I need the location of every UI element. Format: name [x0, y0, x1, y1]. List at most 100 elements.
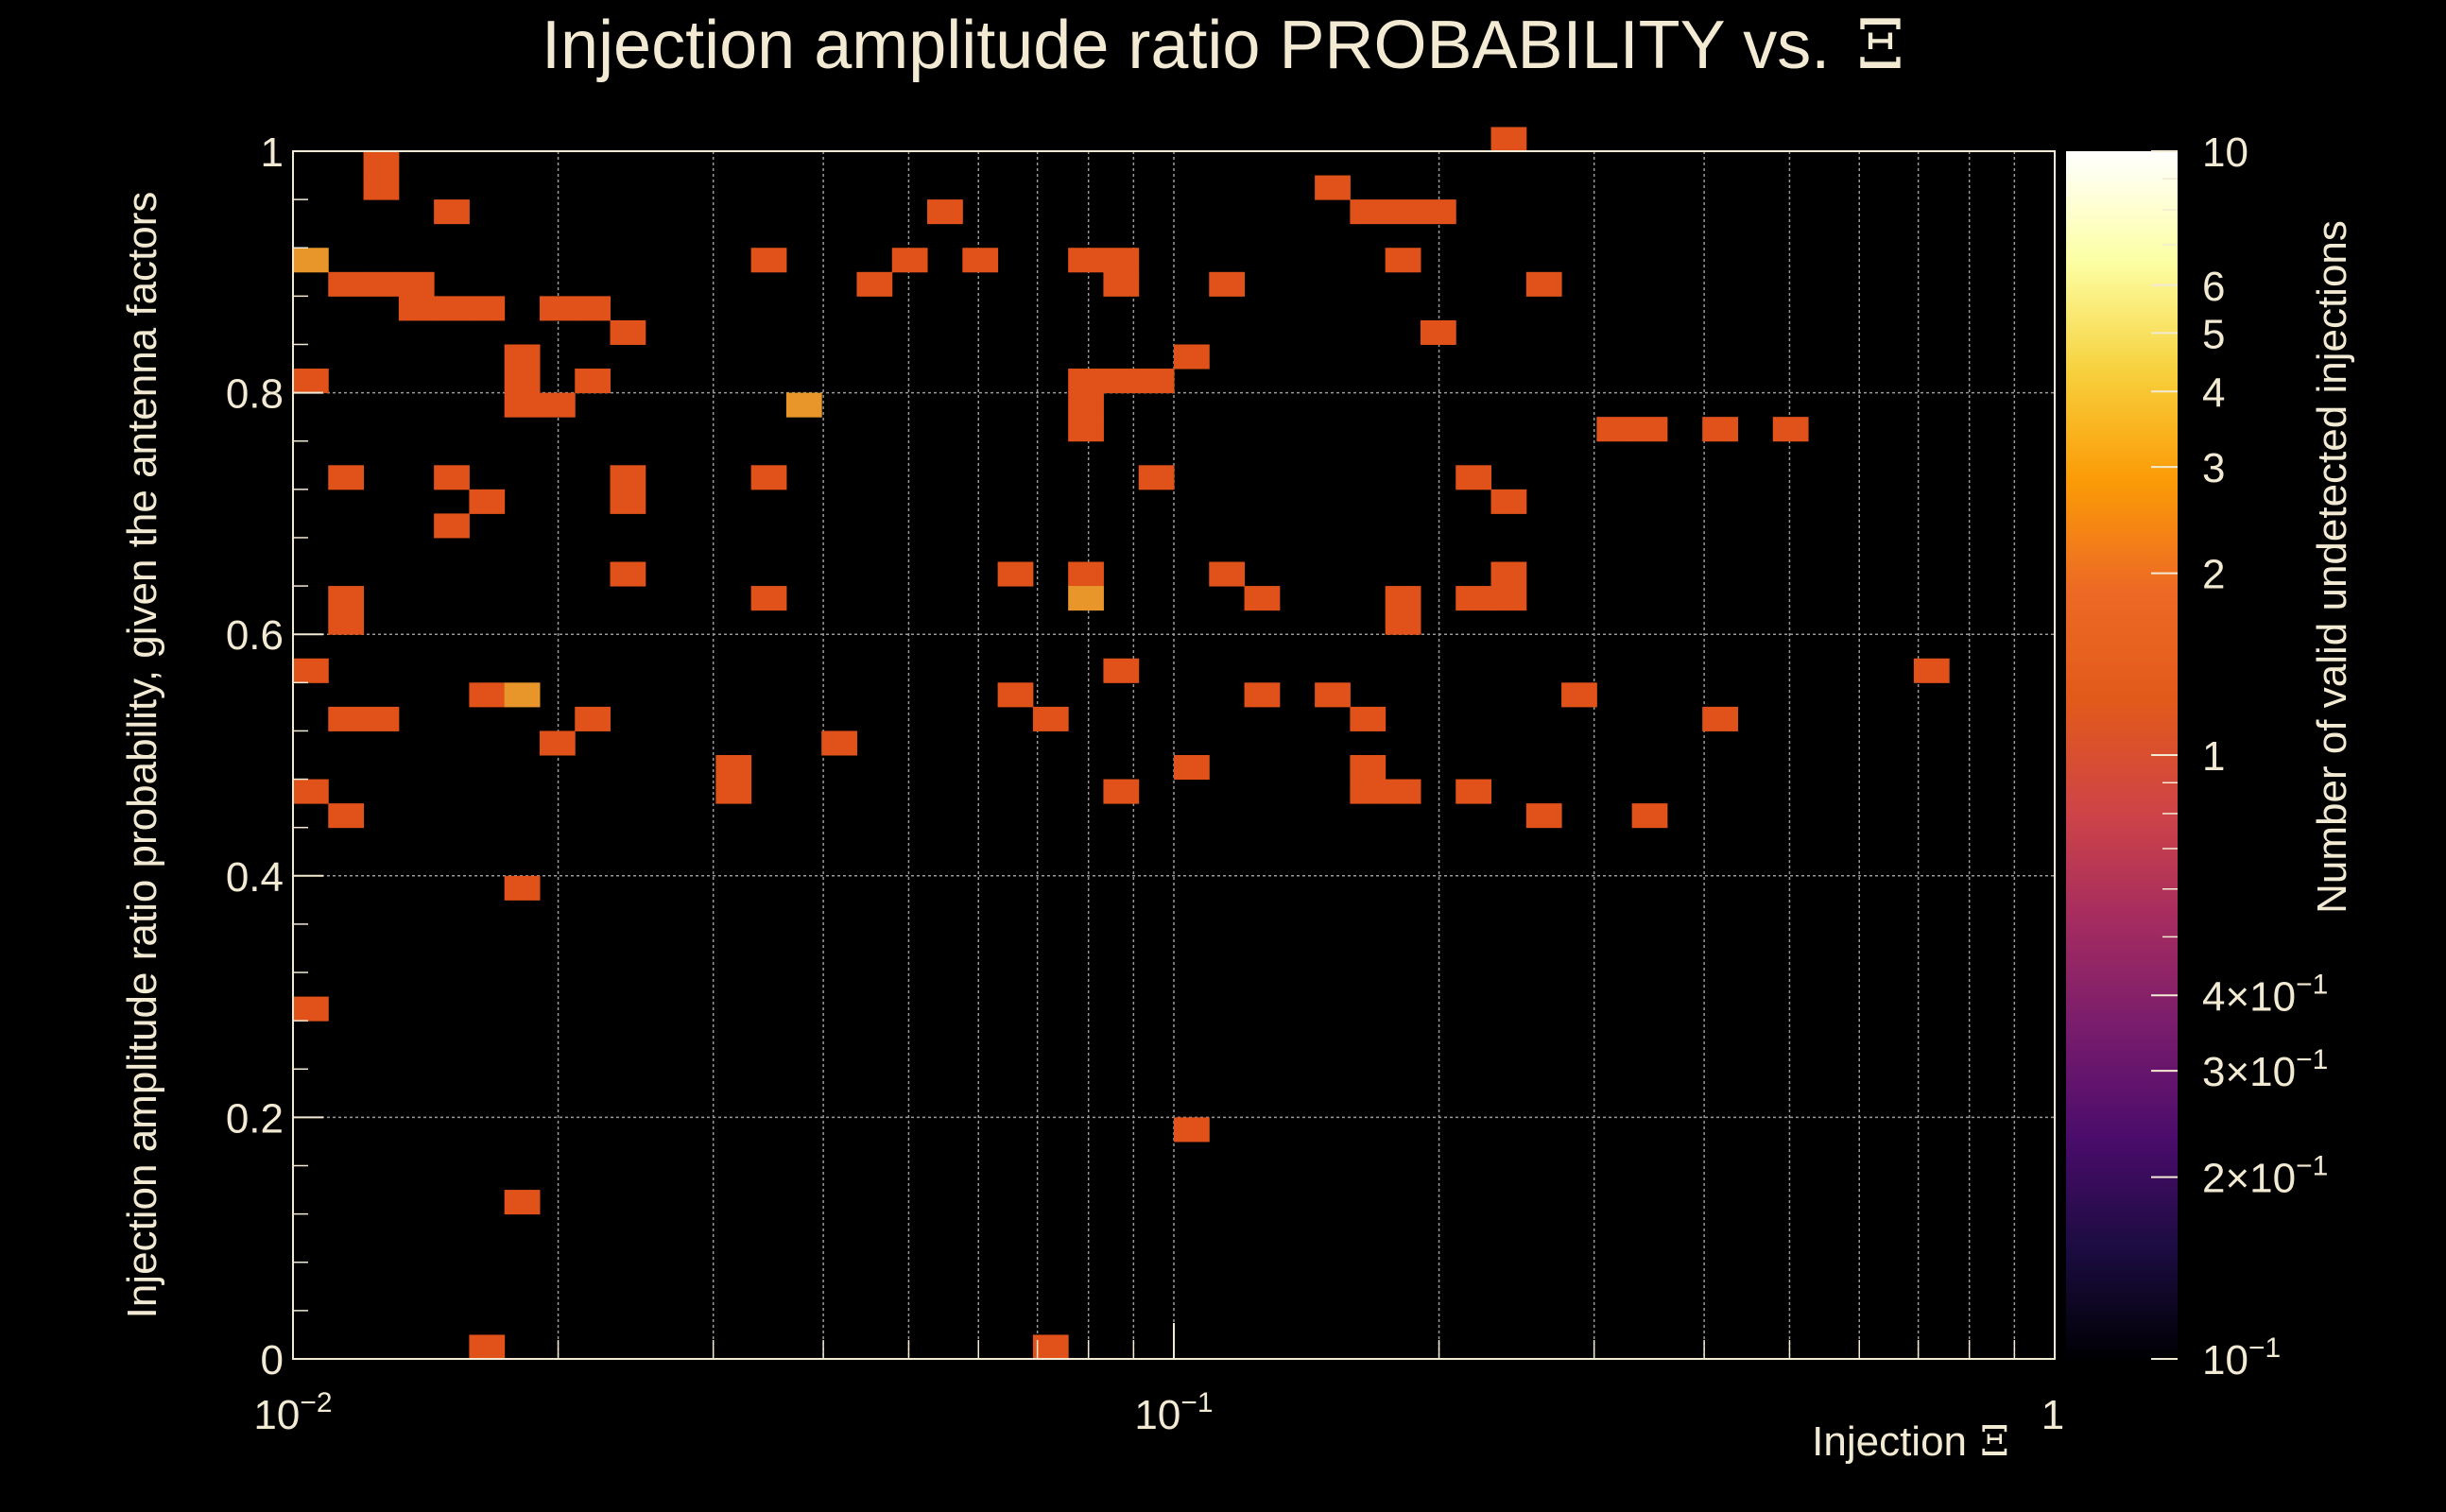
heatmap-cell: [363, 151, 400, 177]
heatmap-cell: [750, 248, 787, 273]
heatmap-cell: [1068, 392, 1104, 418]
heatmap-cell: [750, 586, 787, 611]
heatmap-cell: [469, 682, 506, 708]
heatmap-cell: [1631, 417, 1668, 442]
heatmap-cell: [1490, 127, 1527, 152]
heatmap-cell: [469, 296, 506, 321]
heatmap-cell: [293, 369, 329, 394]
z-tick-label: 3: [2202, 445, 2225, 491]
heatmap-cell: [610, 489, 646, 514]
heatmap-cell: [539, 296, 576, 321]
heatmap-cell: [363, 175, 400, 200]
heatmap-cell: [1103, 248, 1140, 273]
heatmap-cell: [610, 319, 646, 345]
heatmap-cell: [1561, 682, 1597, 708]
y-tick-label: 1: [261, 129, 284, 176]
heatmap-cell: [328, 610, 365, 635]
heatmap-cell: [1174, 1117, 1210, 1143]
heatmap-cell: [539, 392, 576, 418]
z-tick-label: 1: [2202, 733, 2225, 780]
heatmap-cell: [1068, 369, 1104, 394]
heatmap-cell: [1209, 271, 1246, 297]
heatmap-cell: [997, 561, 1034, 587]
heatmap-cell: [1138, 369, 1175, 394]
y-tick-label: 0: [261, 1337, 284, 1383]
heatmap-cell: [997, 682, 1034, 708]
heatmap-cell: [715, 755, 752, 781]
heatmap-cell: [328, 465, 365, 490]
x-ticks: 10−2 10−1 1: [253, 1323, 2064, 1438]
heatmap-cell: [1032, 1334, 1069, 1360]
heatmap-cell: [1631, 803, 1668, 829]
heatmap-cell: [293, 996, 329, 1022]
heatmap-cell: [821, 730, 857, 756]
heatmap-cell: [1174, 755, 1210, 781]
heatmap-cell: [1174, 344, 1210, 369]
heatmap-cell: [1456, 465, 1492, 490]
heatmap-cell: [1138, 465, 1175, 490]
heatmap-cell: [575, 369, 612, 394]
heatmap-cell: [1315, 682, 1351, 708]
heatmap-cell: [434, 513, 470, 539]
heatmap-cell: [328, 706, 365, 731]
z-tick-label: 2: [2202, 552, 2225, 598]
heatmap-cell: [504, 875, 541, 901]
heatmap-cell: [434, 199, 470, 225]
heatmap-cell: [363, 706, 400, 731]
heatmap-cell: [1702, 706, 1738, 731]
heatmap-cell: [1420, 199, 1456, 225]
heatmap-cell: [504, 369, 541, 394]
heatmap-cell: [1350, 706, 1387, 731]
z-tick-label: 2×10−1: [2202, 1151, 2328, 1202]
chart-title: Injection amplitude ratio PROBABILITY vs…: [542, 5, 1904, 84]
heatmap-cell: [1068, 586, 1104, 611]
heatmap-cell: [610, 561, 646, 587]
y-tick-label: 0.2: [226, 1095, 284, 1142]
heatmap-cell: [504, 344, 541, 369]
y-tick-label: 0.6: [226, 612, 284, 659]
heatmap-cell: [891, 248, 928, 273]
heatmap-cell: [1525, 803, 1562, 829]
heatmap-cell: [328, 271, 365, 297]
heatmap-cell: [575, 706, 612, 731]
heatmap-cell: [1913, 658, 1950, 683]
heatmap-cell: [1525, 271, 1562, 297]
heatmap-cell: [927, 199, 963, 225]
z-tick-label: 5: [2202, 311, 2225, 357]
heatmap-cell: [1103, 369, 1140, 394]
heatmap-cell: [1103, 658, 1140, 683]
z-tick-label: 10−1: [2202, 1332, 2281, 1383]
heatmap-cell: [398, 296, 435, 321]
heatmap-cell: [1385, 248, 1421, 273]
z-tick-label: 3×10−1: [2202, 1044, 2328, 1095]
heatmap-cell: [1244, 586, 1281, 611]
heatmap-cell: [856, 271, 893, 297]
heatmap-cell: [293, 779, 329, 804]
x-tick-label: 10−1: [1134, 1387, 1213, 1438]
heatmap-cell: [1456, 779, 1492, 804]
z-tick-label: 6: [2202, 264, 2225, 310]
heatmap-cell: [575, 296, 612, 321]
heatmap-cell: [1420, 319, 1456, 345]
heatmap-cell: [1350, 199, 1387, 225]
y-tick-label: 0.4: [226, 854, 284, 901]
z-tick-label: 4: [2202, 369, 2225, 416]
heatmap-cell: [328, 586, 365, 611]
heatmap-cell: [1068, 561, 1104, 587]
heatmap-cell: [962, 248, 999, 273]
heatmap-cell: [1103, 779, 1140, 804]
heatmap-cell: [750, 465, 787, 490]
heatmap-cells: [293, 127, 1950, 1360]
heatmap-cell: [469, 1334, 506, 1360]
heatmap-cell: [539, 730, 576, 756]
heatmap-cell: [1490, 561, 1527, 587]
heatmap-cell: [398, 271, 435, 297]
y-ticks: 0 0.2 0.4 0.6 0.8 1: [226, 129, 323, 1383]
heatmap-cell: [610, 465, 646, 490]
heatmap-cell: [1385, 779, 1421, 804]
heatmap-cell: [293, 248, 329, 273]
heatmap-cell: [328, 803, 365, 829]
heatmap-cell: [785, 392, 822, 418]
